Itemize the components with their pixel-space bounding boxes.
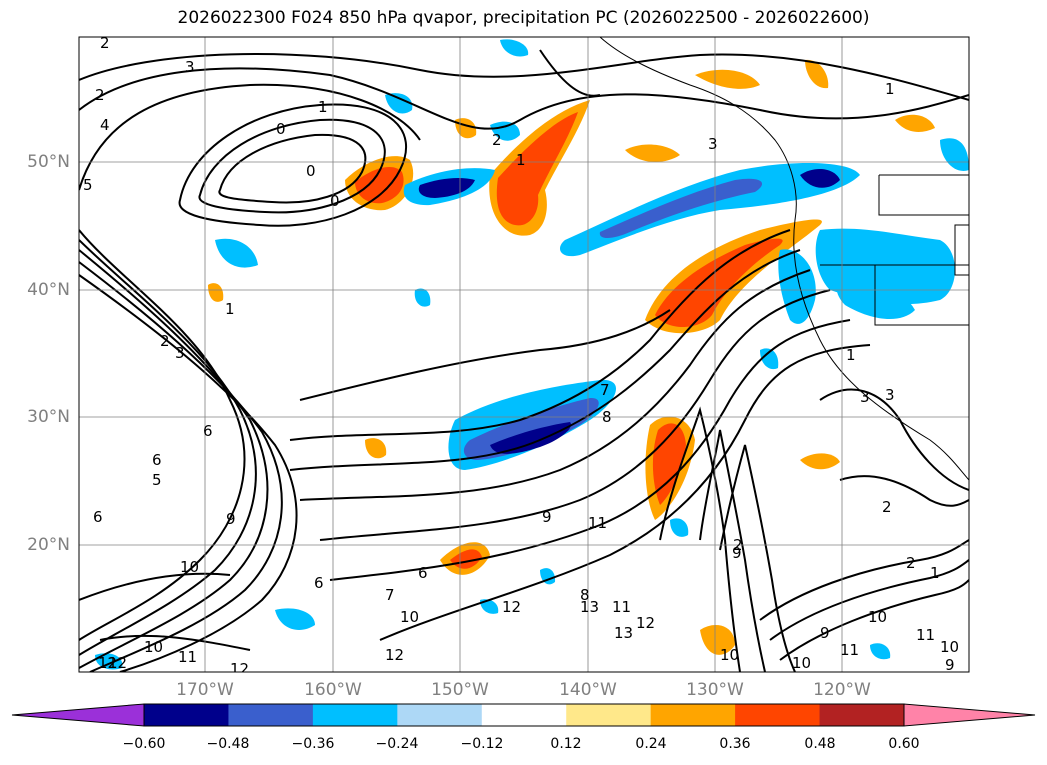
contour-label: 1 bbox=[516, 151, 526, 169]
contour-label: 10 bbox=[940, 638, 959, 656]
contour-label: 2 bbox=[160, 332, 170, 350]
contour-label: 10 bbox=[180, 558, 199, 576]
contour-label: 11 bbox=[840, 641, 859, 659]
colorbar-cell bbox=[735, 704, 821, 726]
lon-label-150w: 150°W bbox=[431, 680, 489, 700]
contour-labels: 2 3 1 2 4 0 0 0 5 2 1 3 1 3 2 1 3 1 6 2 … bbox=[83, 34, 959, 678]
lat-label-50n: 50°N bbox=[27, 152, 70, 172]
contour-label: 6 bbox=[152, 451, 162, 469]
contour-label: 9 bbox=[542, 508, 552, 526]
lat-label-20n: 20°N bbox=[27, 535, 70, 555]
contour-label: 3 bbox=[708, 135, 718, 153]
contour-label: 2 bbox=[95, 86, 105, 104]
contour-label: 11 bbox=[588, 514, 607, 532]
contour-label: 6 bbox=[93, 508, 103, 526]
lon-label-130w: 130°W bbox=[686, 680, 744, 700]
coastlines bbox=[599, 37, 969, 481]
contour-label: 13 bbox=[580, 598, 599, 616]
contour-label: 2 bbox=[906, 554, 916, 572]
contour-label: 10 bbox=[144, 638, 163, 656]
contour-label: 2 bbox=[492, 131, 502, 149]
colorbar bbox=[11, 703, 1036, 727]
contour-label: 8 bbox=[580, 586, 590, 604]
colorbar-tick: 0.48 bbox=[804, 736, 836, 752]
contour-label: 9 bbox=[732, 544, 742, 562]
colorbar-tick: −0.12 bbox=[460, 736, 504, 752]
lat-label-30n: 30°N bbox=[27, 407, 70, 427]
contour-label: 6 bbox=[314, 574, 324, 592]
contour-label: 3 bbox=[185, 58, 195, 76]
contour-label: 1 bbox=[318, 98, 328, 116]
contour-label: 1 bbox=[930, 564, 940, 582]
contour-label: 12 bbox=[98, 654, 117, 672]
contour-label: 12 bbox=[636, 614, 655, 632]
contour-label: 0 bbox=[330, 192, 340, 210]
colorbar-extend-high bbox=[904, 704, 1035, 726]
contour-label: 0 bbox=[276, 120, 286, 138]
lon-label-160w: 160°W bbox=[304, 680, 362, 700]
colorbar-tick: 0.24 bbox=[635, 736, 667, 752]
contour-label: 2 bbox=[733, 536, 743, 554]
precip-shading bbox=[95, 39, 969, 670]
map-background bbox=[79, 37, 969, 672]
colorbar-cell bbox=[819, 704, 905, 726]
map-title: 2026022300 F024 850 hPa qvapor, precipit… bbox=[177, 8, 870, 28]
contour-label: 5 bbox=[83, 176, 93, 194]
contour-label: 9 bbox=[820, 624, 830, 642]
contour-label: 2 bbox=[100, 34, 110, 52]
contour-label: 7 bbox=[385, 586, 395, 604]
lat-label-40n: 40°N bbox=[27, 280, 70, 300]
contour-label: 9 bbox=[945, 656, 955, 674]
map-frame bbox=[78, 36, 970, 673]
contour-label: 10 bbox=[792, 654, 811, 672]
graticule bbox=[79, 37, 969, 672]
contour-label: 9 bbox=[226, 510, 236, 528]
contour-label: 12 bbox=[108, 654, 127, 672]
contour-label: 1 bbox=[225, 300, 235, 318]
colorbar-extend-low bbox=[12, 704, 144, 726]
colorbar-tick: −0.48 bbox=[206, 736, 250, 752]
contour-label: 3 bbox=[860, 388, 870, 406]
contour-label: 6 bbox=[418, 564, 428, 582]
contour-label: 1 bbox=[885, 80, 895, 98]
contour-label: 1 bbox=[846, 346, 856, 364]
lon-label-170w: 170°W bbox=[176, 680, 234, 700]
colorbar-cell bbox=[566, 704, 652, 726]
colorbar-tick: 0.12 bbox=[550, 736, 582, 752]
lon-label-120w: 120°W bbox=[813, 680, 871, 700]
colorbar-tick: −0.36 bbox=[291, 736, 335, 752]
contour-label: 12 bbox=[230, 660, 249, 678]
contour-label: 2 bbox=[882, 498, 892, 516]
contour-label: 10 bbox=[720, 646, 739, 664]
contour-label: 8 bbox=[602, 408, 612, 426]
contour-label: 3 bbox=[885, 386, 895, 404]
colorbar-cell bbox=[144, 704, 229, 726]
colorbar-tick: −0.60 bbox=[122, 736, 166, 752]
contour-label: 7 bbox=[600, 381, 610, 399]
contour-label: 10 bbox=[400, 608, 419, 626]
contour-label: 5 bbox=[152, 471, 162, 489]
colorbar-cell bbox=[228, 704, 314, 726]
contour-label: 0 bbox=[306, 162, 316, 180]
colorbar-cell bbox=[397, 704, 483, 726]
colorbar-cell bbox=[481, 704, 567, 726]
contour-label: 12 bbox=[502, 598, 521, 616]
contour-label: 12 bbox=[385, 646, 404, 664]
contour-label: 11 bbox=[178, 648, 197, 666]
qvapor-contours bbox=[79, 49, 969, 672]
contour-label: 13 bbox=[614, 624, 633, 642]
colorbar-cell bbox=[650, 704, 736, 726]
contour-label: 6 bbox=[203, 422, 213, 440]
colorbar-tick: 0.36 bbox=[719, 736, 751, 752]
weather-map: 2 3 1 2 4 0 0 0 5 2 1 3 1 3 2 1 3 1 6 2 … bbox=[78, 34, 970, 678]
contour-label: 11 bbox=[916, 626, 935, 644]
colorbar-cell bbox=[312, 704, 398, 726]
colorbar-tick: 0.60 bbox=[888, 736, 920, 752]
contour-label: 10 bbox=[868, 608, 887, 626]
contour-label: 11 bbox=[612, 598, 631, 616]
contour-label: 4 bbox=[100, 116, 110, 134]
contour-label: 3 bbox=[175, 344, 185, 362]
lon-label-140w: 140°W bbox=[559, 680, 617, 700]
colorbar-tick: −0.24 bbox=[375, 736, 419, 752]
